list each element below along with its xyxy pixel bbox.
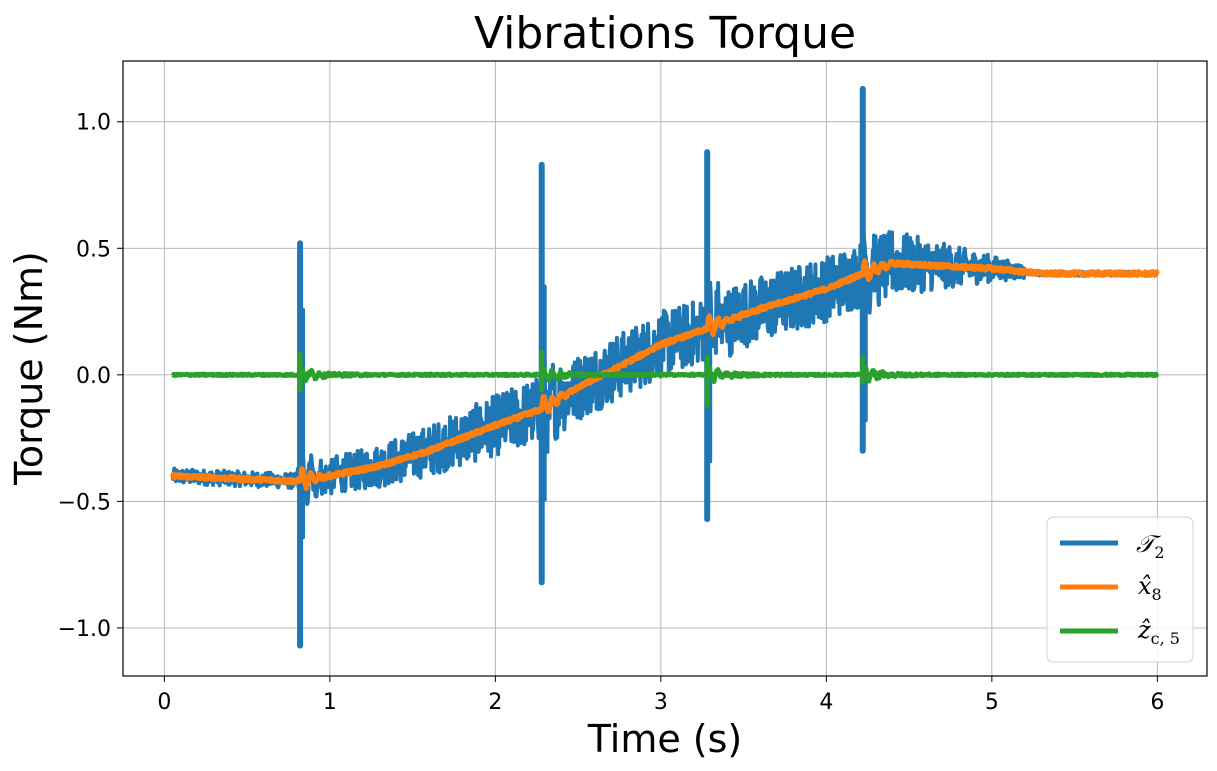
y-tick-label: 0.0 [76,364,111,389]
x-tick-label: 1 [323,690,337,715]
legend-box [1046,516,1194,663]
x-tick-label: 2 [488,690,502,715]
series-x8-line [170,258,1160,492]
x-axis: 0 1 2 3 4 5 6 [157,676,1164,715]
y-tick-label: −1.0 [58,617,111,642]
x-axis-title: Time (s) [587,717,743,761]
legend-label-x8: x̂8 [1138,572,1162,604]
x-tick-label: 5 [985,690,999,715]
series-T2-line [170,230,1159,506]
legend: 𝒯2 x̂8 ẑc, 5 [1046,516,1194,663]
y-tick-label: 1.0 [76,111,111,136]
x-tick-label: 3 [654,690,668,715]
legend-label-zc5: ẑc, 5 [1137,616,1180,648]
x-tick-label: 0 [157,690,171,715]
y-axis-title: Torque (Nm) [7,251,51,486]
x-tick-label: 4 [819,690,833,715]
chart-title: Vibrations Torque [474,8,856,59]
x-tick-label: 6 [1150,690,1164,715]
series-layer [170,85,1160,649]
y-tick-label: 0.5 [76,237,111,262]
series-zc5-line [170,364,1160,384]
plot-frame [122,60,1208,677]
y-axis: −1.0 −0.5 0.0 0.5 1.0 [58,111,123,642]
y-tick-label: −0.5 [58,490,111,515]
